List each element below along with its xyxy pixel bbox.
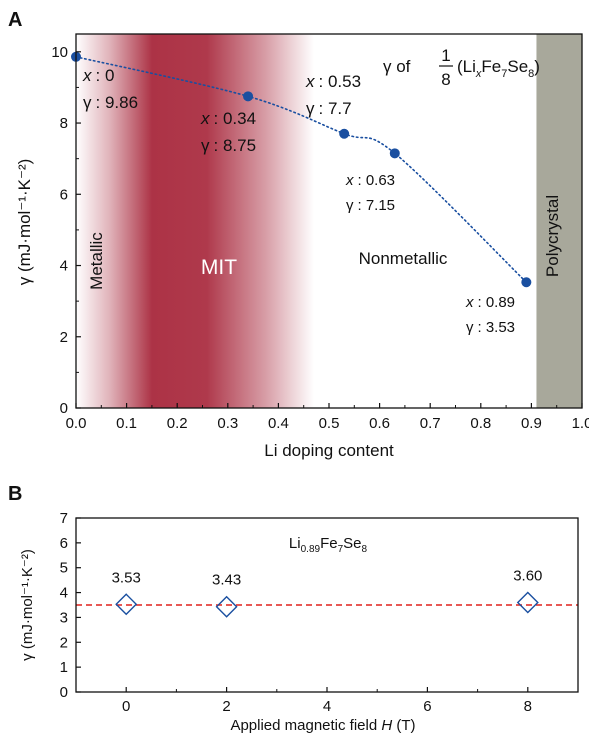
- x-axis-b: 0 2 4 6 8: [75, 687, 579, 715]
- x-tick-label: 0.4: [268, 415, 289, 432]
- y-tick-label: 2: [60, 329, 68, 346]
- x-tick-label: 2: [222, 698, 230, 715]
- x-axis-title-b: Applied magnetic field H (T): [230, 717, 415, 734]
- chart-b-title: Li0.89Fe7Se8: [289, 535, 368, 555]
- point-label-gamma: γ: 9.86: [83, 93, 138, 112]
- legend-title: γ of 1 8 (LixFe7Se8): [383, 46, 540, 89]
- x-tick-label: 0.0: [66, 415, 87, 432]
- y-tick-label: 1: [60, 659, 68, 676]
- y-axis-a: 0 2 4 6 8 10: [51, 44, 81, 417]
- value-label: 3.43: [212, 572, 241, 589]
- diamond-marker: [516, 591, 539, 614]
- mit-region: [76, 34, 314, 408]
- x-tick-label: 4: [323, 698, 331, 715]
- x-tick-label: 6: [423, 698, 431, 715]
- point-label-gamma: γ: 7.15: [346, 197, 395, 214]
- point-label-gamma: γ: 7.7: [306, 99, 352, 118]
- y-tick-label: 2: [60, 634, 68, 651]
- x-axis-title-a: Li doping content: [264, 441, 394, 460]
- point-label-x: x: 0.53: [305, 72, 361, 91]
- data-point: [389, 148, 400, 159]
- diamond-marker: [115, 593, 138, 616]
- y-tick-label: 8: [60, 115, 68, 132]
- x-tick-label: 0.5: [319, 415, 340, 432]
- panel-label-b: B: [8, 483, 22, 505]
- y-tick-label: 6: [60, 186, 68, 203]
- y-tick-label: 6: [60, 535, 68, 552]
- point-label-x: x: 0.34: [200, 109, 256, 128]
- polycrystal-label: Polycrystal: [543, 195, 562, 277]
- data-point: [339, 128, 350, 139]
- point-label-x: x: 0: [82, 66, 114, 85]
- legend-prefix: γ of: [383, 57, 411, 76]
- point-label-x: x: 0.89: [465, 294, 515, 311]
- metallic-label: Metallic: [87, 232, 106, 290]
- y-tick-label: 4: [60, 258, 68, 275]
- y-tick-label: 5: [60, 560, 68, 577]
- data-point: [521, 277, 532, 288]
- point-label-gamma: γ: 3.53: [466, 319, 515, 336]
- x-tick-label: 0: [122, 698, 130, 715]
- diamond-marker: [215, 595, 238, 618]
- nonmetallic-label: Nonmetallic: [359, 249, 448, 268]
- point-label-x: x: 0.63: [345, 172, 395, 189]
- y-axis-title-b: γ (mJ·mol⁻¹·K⁻²): [19, 549, 36, 661]
- x-tick-label: 0.6: [369, 415, 390, 432]
- legend-frac-den: 8: [441, 70, 450, 89]
- chart-b: 3.53 3.43 3.60 0 2 4 6 8 0 1 2 3 4 5 6 7 Li0.89Fe7Se8…: [19, 510, 579, 734]
- y-tick-label: 0: [60, 400, 68, 417]
- point-annotations: x: 0 γ: 9.86 x: 0.34 γ: 8.75 x: 0.53 γ: …: [82, 66, 515, 336]
- y-tick-label: 10: [51, 44, 68, 61]
- data-markers: 3.53 3.43 3.60: [112, 568, 542, 618]
- y-tick-label: 3: [60, 609, 68, 626]
- data-points: [71, 51, 532, 288]
- x-tick-label: 0.9: [521, 415, 542, 432]
- x-axis-a: 0.0 0.1 0.2 0.3 0.4 0.5 0.6 0.7 0.8 0.9 1.0: [66, 403, 589, 432]
- x-tick-label: 8: [524, 698, 532, 715]
- x-tick-label: 0.7: [420, 415, 441, 432]
- y-tick-label: 0: [60, 684, 68, 701]
- y-tick-label: 4: [60, 585, 68, 602]
- y-axis-b: 0 1 2 3 4 5 6 7: [60, 510, 81, 701]
- x-tick-label: 0.1: [116, 415, 137, 432]
- x-tick-label: 0.2: [167, 415, 188, 432]
- value-label: 3.60: [513, 568, 542, 585]
- legend-formula: (LixFe7Se8): [457, 57, 540, 80]
- y-tick-label: 7: [60, 510, 68, 527]
- value-label: 3.53: [112, 569, 141, 586]
- x-tick-label: 0.8: [470, 415, 491, 432]
- x-tick-label: 1.0: [572, 415, 589, 432]
- mit-label: MIT: [201, 256, 237, 279]
- chart-a: 0.0 0.1 0.2 0.3 0.4 0.5 0.6 0.7 0.8 0.9 1.0 0 2 4 6 8 1…: [15, 33, 589, 460]
- panel-label-a: A: [8, 9, 22, 31]
- point-label-gamma: γ: 8.75: [201, 136, 256, 155]
- x-tick-label: 0.3: [217, 415, 238, 432]
- y-axis-title-a: γ (mJ·mol⁻¹·K⁻²): [15, 159, 34, 286]
- polycrystal-region: [536, 34, 582, 408]
- legend-frac-num: 1: [441, 46, 450, 65]
- data-point: [243, 91, 254, 102]
